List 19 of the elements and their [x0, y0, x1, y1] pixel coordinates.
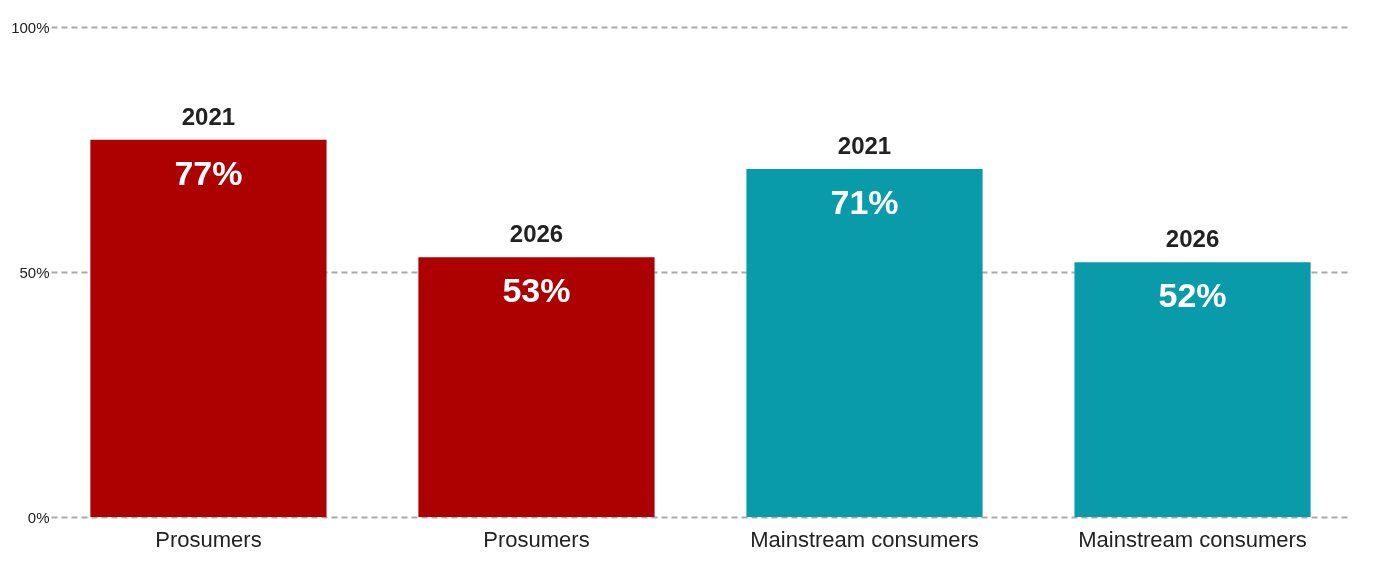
data-label: 52%	[1158, 276, 1227, 315]
data-label: 53%	[502, 271, 571, 310]
data-label: 77%	[174, 153, 243, 192]
x-tick-label: Prosumers	[483, 526, 590, 552]
y-tick-label: 100%	[11, 18, 50, 36]
x-tick-label: Prosumers	[155, 526, 262, 552]
bar	[746, 169, 983, 517]
annotation: 2021	[837, 132, 892, 160]
annotation: 2026	[509, 220, 564, 248]
x-tick-label: Mainstream consumers	[1078, 526, 1307, 552]
bar	[1074, 262, 1311, 517]
bar	[90, 139, 327, 517]
annotation: 2021	[181, 102, 236, 130]
x-tick-label: Mainstream consumers	[750, 526, 979, 552]
y-tick-label: 0%	[27, 508, 50, 526]
data-label: 71%	[830, 183, 899, 222]
y-tick-label: 50%	[19, 263, 50, 281]
bar	[418, 257, 655, 517]
annotation: 2026	[1165, 225, 1220, 253]
